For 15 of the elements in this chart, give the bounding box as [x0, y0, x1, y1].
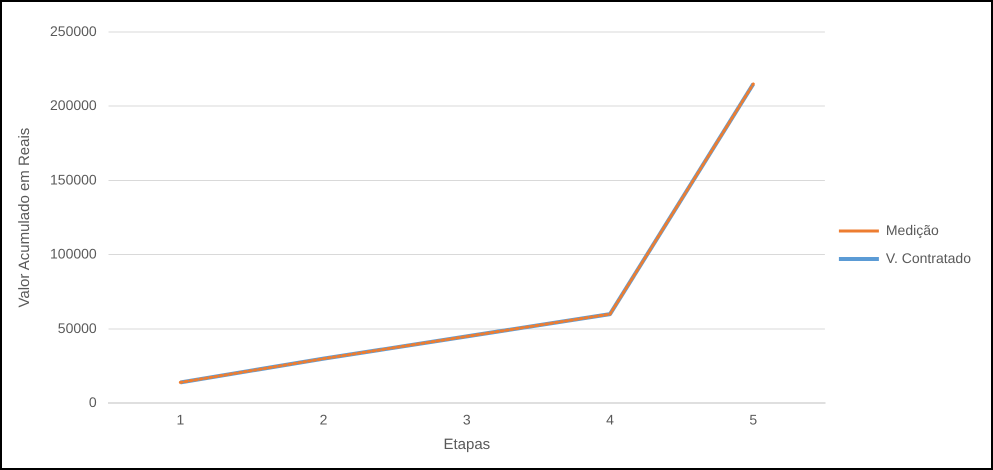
x-axis-title: Etapas	[443, 436, 490, 454]
y-tick-label: 150000	[50, 171, 97, 188]
legend-label: V. Contratado	[886, 250, 972, 266]
x-tick-label: 3	[462, 411, 471, 428]
y-tick-label: 100000	[50, 246, 97, 262]
y-tick-label: 250000	[50, 22, 97, 39]
x-tick-label: 2	[320, 411, 328, 428]
x-tick-label: 5	[749, 411, 758, 428]
x-tick-label: 4	[606, 411, 614, 428]
y-tick-label: 200000	[50, 97, 97, 114]
y-tick-label: 50000	[58, 320, 97, 336]
y-tick-label: 0	[88, 394, 97, 410]
legend-label: Medição	[886, 222, 940, 238]
y-axis-title: Valor Acumulado em Reais	[16, 128, 34, 308]
x-tick-label: 1	[176, 411, 184, 428]
